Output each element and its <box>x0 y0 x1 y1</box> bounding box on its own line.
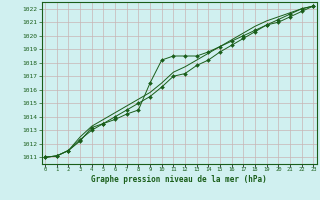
X-axis label: Graphe pression niveau de la mer (hPa): Graphe pression niveau de la mer (hPa) <box>91 175 267 184</box>
